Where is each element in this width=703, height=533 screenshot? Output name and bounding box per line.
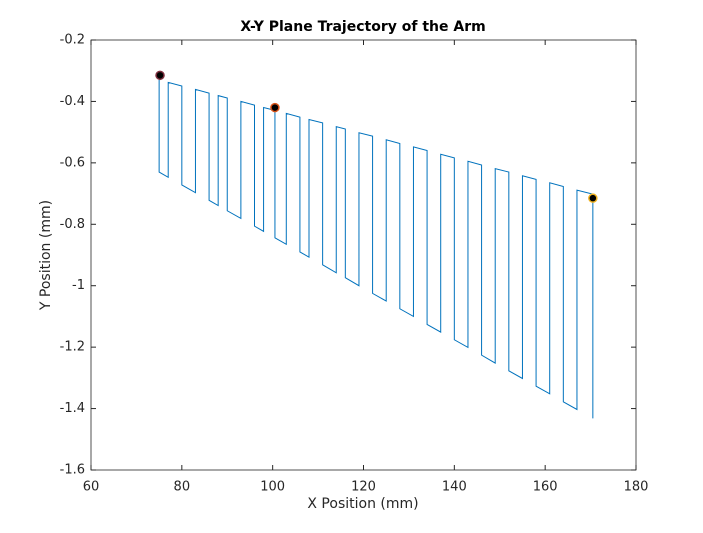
chart-title: X-Y Plane Trajectory of the Arm: [240, 19, 485, 35]
x-tick-label: 80: [174, 480, 191, 495]
point-marker: [270, 102, 280, 113]
trajectory-line: [158, 79, 594, 419]
y-axis-label: Y Position (mm): [38, 200, 54, 311]
y-tick-label: -1.6: [60, 463, 85, 478]
y-tick-label: -1.2: [60, 340, 85, 355]
x-axis-label: X Position (mm): [307, 496, 418, 512]
y-tick-label: -0.6: [60, 155, 85, 170]
point-marker: [155, 70, 165, 81]
point-marker: [588, 193, 598, 203]
y-tick-label: -0.2: [60, 33, 85, 48]
y-tick-label: -1.4: [60, 401, 85, 416]
x-tick-label: 180: [624, 480, 649, 495]
x-tick-label: 100: [260, 480, 285, 495]
y-tick-label: -0.8: [60, 217, 85, 232]
x-tick-label: 60: [83, 480, 100, 495]
x-tick-label: 120: [351, 480, 376, 495]
x-tick-label: 140: [442, 480, 467, 495]
plot-area: [90, 39, 637, 471]
y-tick-label: -0.4: [60, 94, 85, 109]
y-tick-label: -1: [72, 278, 85, 293]
x-tick-label: 160: [533, 480, 558, 495]
